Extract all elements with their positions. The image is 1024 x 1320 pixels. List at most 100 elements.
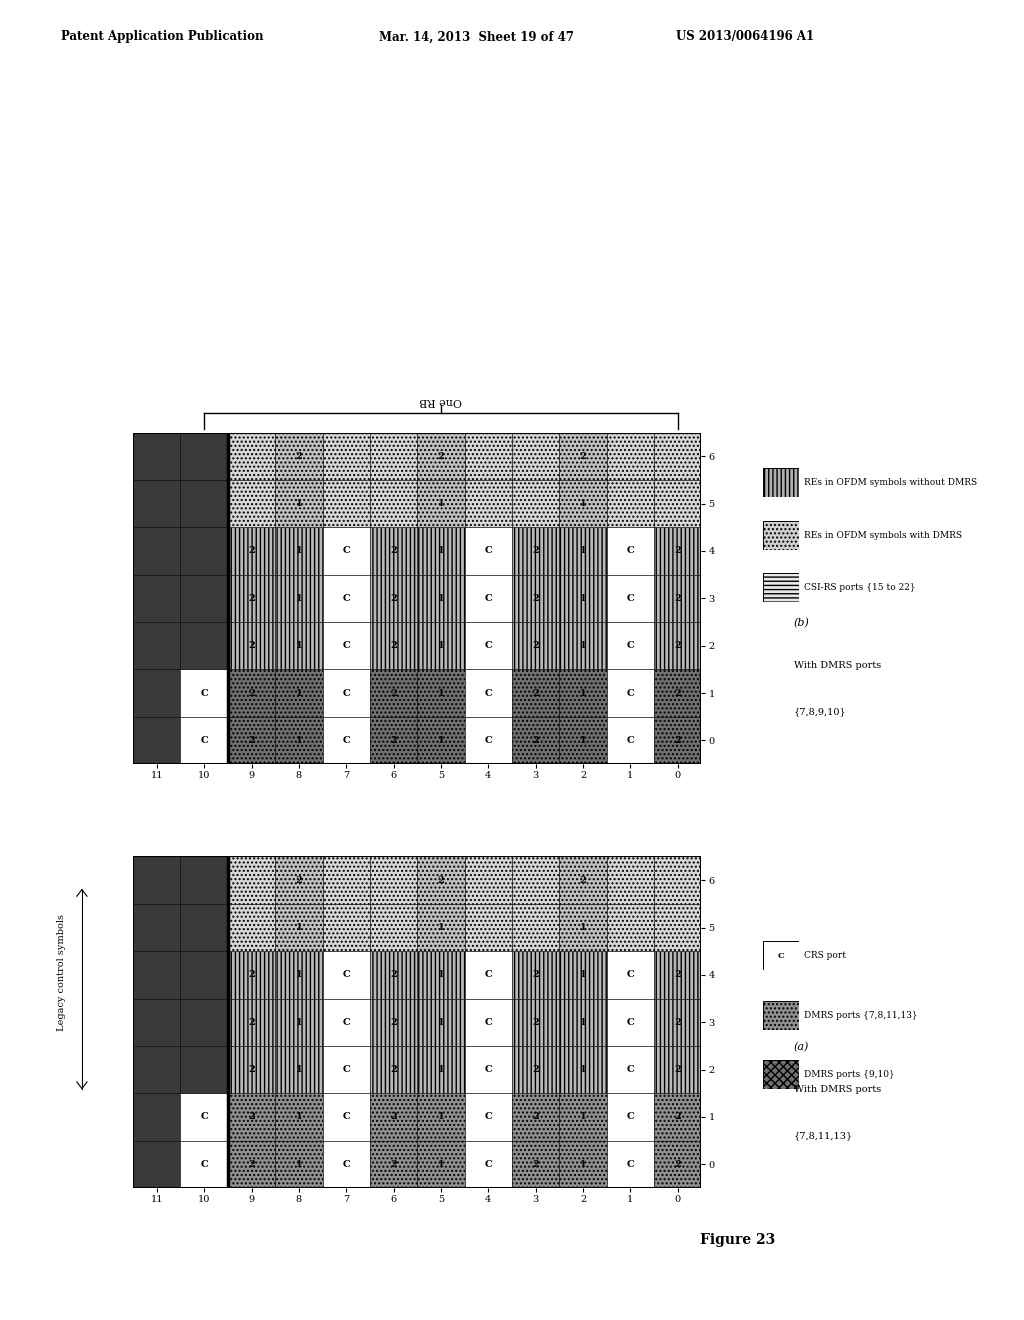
Bar <box>654 527 701 574</box>
Bar <box>512 1093 559 1140</box>
Bar <box>227 952 275 998</box>
Bar <box>275 904 323 952</box>
Bar <box>370 1045 418 1093</box>
Bar <box>275 952 323 998</box>
Text: 2: 2 <box>390 594 397 603</box>
Bar <box>227 857 275 904</box>
Bar <box>227 574 275 622</box>
Bar <box>133 480 180 527</box>
Text: 2: 2 <box>532 735 539 744</box>
Text: (b): (b) <box>794 618 810 628</box>
Text: 2: 2 <box>248 689 255 697</box>
Text: 2: 2 <box>580 875 587 884</box>
Text: 1: 1 <box>580 1065 587 1074</box>
Text: DMRS ports {7,8,11,13}: DMRS ports {7,8,11,13} <box>804 1011 918 1020</box>
Text: 2: 2 <box>390 1018 397 1027</box>
Bar <box>418 574 465 622</box>
Text: C: C <box>627 642 634 651</box>
Bar <box>180 527 228 574</box>
Bar <box>606 480 654 527</box>
Bar <box>465 574 512 622</box>
Bar <box>559 480 606 527</box>
Text: 2: 2 <box>675 1018 681 1027</box>
Bar <box>654 998 701 1045</box>
Text: C: C <box>777 952 784 960</box>
Text: 2: 2 <box>532 1018 539 1027</box>
Text: With DMRS ports: With DMRS ports <box>794 1085 881 1094</box>
Text: (a): (a) <box>794 1041 809 1052</box>
Bar <box>227 433 275 480</box>
Bar <box>180 1045 228 1093</box>
Bar <box>133 669 180 717</box>
Bar <box>512 669 559 717</box>
Text: 1: 1 <box>580 642 587 651</box>
Bar <box>654 952 701 998</box>
Bar <box>559 1093 606 1140</box>
Bar <box>323 622 370 669</box>
Text: 2: 2 <box>390 689 397 697</box>
Bar <box>275 717 323 764</box>
Bar <box>227 622 275 669</box>
Text: C: C <box>342 546 350 556</box>
Text: 1: 1 <box>296 594 302 603</box>
Bar <box>323 480 370 527</box>
Bar <box>133 717 180 764</box>
Bar <box>370 717 418 764</box>
Text: 1: 1 <box>296 1018 302 1027</box>
Bar <box>323 857 370 904</box>
Text: 2: 2 <box>248 735 255 744</box>
Bar <box>133 1045 180 1093</box>
Bar <box>133 527 180 574</box>
Bar <box>512 527 559 574</box>
Bar <box>465 669 512 717</box>
Bar <box>133 998 180 1045</box>
Text: C: C <box>484 1160 493 1168</box>
Bar <box>323 717 370 764</box>
Bar <box>606 717 654 764</box>
Text: 1: 1 <box>296 970 302 979</box>
Text: 1: 1 <box>580 689 587 697</box>
Text: 2: 2 <box>248 594 255 603</box>
Bar <box>370 433 418 480</box>
Bar <box>275 1093 323 1140</box>
Bar <box>180 998 228 1045</box>
Text: C: C <box>484 1018 493 1027</box>
Text: 2: 2 <box>390 970 397 979</box>
Text: 1: 1 <box>296 499 302 508</box>
Bar <box>275 574 323 622</box>
Bar <box>180 480 228 527</box>
Text: 1: 1 <box>580 923 587 932</box>
Bar <box>512 480 559 527</box>
Text: REs in OFDM symbols without DMRS: REs in OFDM symbols without DMRS <box>804 478 977 487</box>
Bar <box>133 952 180 998</box>
Text: C: C <box>342 1160 350 1168</box>
Text: 2: 2 <box>248 642 255 651</box>
Text: 2: 2 <box>248 546 255 556</box>
Bar <box>275 1045 323 1093</box>
Bar <box>418 717 465 764</box>
Bar <box>559 574 606 622</box>
Text: C: C <box>342 1113 350 1122</box>
Text: C: C <box>627 546 634 556</box>
Bar <box>559 433 606 480</box>
Text: 2: 2 <box>675 546 681 556</box>
Text: Patent Application Publication: Patent Application Publication <box>61 30 264 44</box>
Text: C: C <box>342 970 350 979</box>
Bar <box>370 952 418 998</box>
Bar <box>512 433 559 480</box>
Bar <box>465 717 512 764</box>
Text: 1: 1 <box>437 642 444 651</box>
Text: 2: 2 <box>248 970 255 979</box>
Bar <box>418 669 465 717</box>
Text: 1: 1 <box>296 642 302 651</box>
Bar <box>654 574 701 622</box>
Bar <box>227 527 275 574</box>
Bar <box>465 904 512 952</box>
Bar <box>512 574 559 622</box>
Bar <box>370 1140 418 1188</box>
Text: 2: 2 <box>532 1113 539 1122</box>
Text: C: C <box>342 689 350 697</box>
Bar <box>323 574 370 622</box>
Text: C: C <box>484 1113 493 1122</box>
Text: C: C <box>484 689 493 697</box>
